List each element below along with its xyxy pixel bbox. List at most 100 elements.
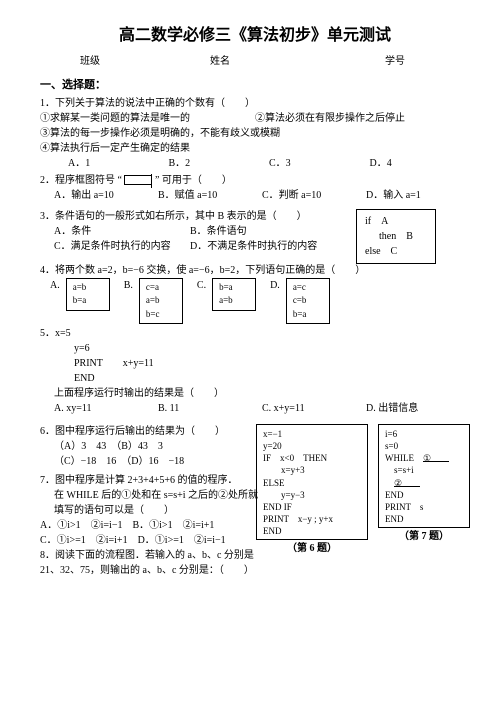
p6-l6: y=y−3 (263, 489, 361, 501)
q4-labelD: D. (270, 278, 280, 293)
question-4: 4．将两个数 a=2，b=−6 交换，使 a=−6，b=2，下列语句正确的是（ … (40, 263, 470, 325)
p7-l6: END (385, 489, 463, 501)
q4a-1: a=b (73, 281, 103, 295)
q4d-3: b=a (293, 308, 323, 322)
q3-optB: B．条件语句 (190, 224, 247, 239)
q7-mid1: 在 WHILE 后的①处和在 s=s+i 之后的②处所就 (40, 488, 260, 503)
sub-header: 班级 姓名 学号 (40, 54, 470, 69)
flowchart-symbol-box (124, 175, 152, 185)
q6-opts2: （C）−18 16 （D）16 −18 (40, 454, 260, 469)
p6-l5: ELSE (263, 477, 361, 489)
q4b-1: c=a (146, 281, 176, 295)
q4-boxD: a=c c=b b=a (286, 278, 330, 325)
prog7-caption: （第 7 题） (378, 529, 470, 544)
left-text-col: 6．图中程序运行后输出的结果为（ ） （A）3 43 （B）43 3 （C）−1… (40, 424, 260, 578)
q6-opts1: （A）3 43 （B）43 3 (40, 439, 260, 454)
q1-options: A．1 B．2 C．3 D．4 (40, 156, 470, 171)
q2-stem-a: 2．程序框图符号 “ (40, 175, 122, 186)
prog6-caption: （第 6 题） (256, 541, 368, 556)
p7-l3: WHILE ① (385, 452, 463, 464)
p6-l7: END IF (263, 501, 361, 513)
q4-boxB: c=a a=b b=c (139, 278, 183, 325)
label-number: 学号 (280, 54, 470, 69)
section-heading: 一、选择题： (40, 77, 470, 94)
q5-l2: y=6 (40, 341, 470, 356)
q4a-2: b=a (73, 294, 103, 308)
q1-item2: ②算法必须在有限步操作之后停止 (255, 111, 470, 126)
program-7-box: i=6 s=0 WHILE ① s=s+i ② END PRINT s END (378, 424, 470, 528)
q5-l3: PRINT x+y=11 (40, 356, 470, 371)
ifbox-l3: else C (365, 244, 427, 259)
q2-stem-b: ” 可用于（ ） (155, 175, 232, 186)
q4b-3: b=c (146, 308, 176, 322)
q7-stem: 7．图中程序是计算 2+3+4+5+6 的值的程序． (40, 473, 260, 488)
q4-labelC: C. (197, 278, 206, 293)
question-5: 5．x=5 y=6 PRINT x+y=11 END 上面程序运行时输出的结果是… (40, 326, 470, 416)
q3-optC: C．满足条件时执行的内容 (40, 239, 190, 254)
p6-l8: PRINT x−y ; y+x (263, 513, 361, 525)
q3-optA: A．条件 (40, 224, 190, 239)
q1-optD: D．4 (370, 156, 471, 171)
p7-l7: PRINT s (385, 501, 463, 513)
q8-l2: 21、32、75，则输出的 a、b、c 分别是：（ ） (40, 563, 260, 578)
q4-boxC: b=a a=b (212, 278, 256, 311)
blank-2: ② (394, 477, 420, 487)
p6-l2: y=20 (263, 440, 361, 452)
p6-l3: IF x<0 THEN (263, 452, 361, 464)
q5-l1: 5．x=5 (40, 326, 470, 341)
blank-1: ① (423, 452, 449, 462)
q5-optA: A. xy=11 (54, 401, 158, 416)
q2-optA: A．输出 a=10 (54, 188, 158, 203)
q4c-1: b=a (219, 281, 249, 295)
page-title: 高二数学必修三《算法初步》单元测试 (40, 24, 470, 48)
q1-item4: ④算法执行后一定产生确定的结果 (40, 141, 470, 156)
q4d-1: a=c (293, 281, 323, 295)
q4-labelB: B. (124, 278, 133, 293)
q3-optD: D．不满足条件时执行的内容 (190, 239, 317, 254)
question-3: if A then B else C 3．条件语句的一般形式如右所示，其中 B … (40, 209, 470, 257)
p6-l1: x=−1 (263, 428, 361, 440)
q5-ask: 上面程序运行时输出的结果是（ ） (40, 386, 470, 401)
q2-optD: D．输入 a=1 (366, 188, 470, 203)
p7-l2: s=0 (385, 440, 463, 452)
q4-stem: 4．将两个数 a=2，b=−6 交换，使 a=−6，b=2，下列语句正确的是（ … (40, 263, 470, 278)
q2-options: A．输出 a=10 B．赋值 a=10 C．判断 a=10 D．输入 a=1 (40, 188, 470, 203)
question-1: 1．下列关于算法的说法中正确的个数有（ ） ①求解某一类问题的算法是唯一的 ②算… (40, 96, 470, 171)
q4-boxA: a=b b=a (66, 278, 110, 311)
blank-1-label: ① (423, 453, 431, 463)
blank-2-label: ② (394, 478, 402, 488)
label-name: 姓名 (160, 54, 280, 69)
q1-optC: C．3 (269, 156, 370, 171)
q1-optB: B．2 (169, 156, 270, 171)
q1-stem: 1．下列关于算法的说法中正确的个数有（ ） (40, 96, 470, 111)
prog7-wrap: i=6 s=0 WHILE ① s=s+i ② END PRINT s END … (378, 424, 470, 556)
question-2: 2．程序框图符号 “ ” 可用于（ ） A．输出 a=10 B．赋值 a=10 … (40, 173, 470, 203)
q2-optB: B．赋值 a=10 (158, 188, 262, 203)
ifbox-l2: then B (365, 229, 427, 244)
p7-l1: i=6 (385, 428, 463, 440)
q5-options: A. xy=11 B. 11 C. x+y=11 D. 出错信息 (40, 401, 470, 416)
p7-l3-txt: WHILE (385, 453, 423, 463)
p6-l4: x=y+3 (263, 464, 361, 476)
ifbox-l1: if A (365, 214, 427, 229)
q4c-2: a=b (219, 294, 249, 308)
q5-optD: D. 出错信息 (366, 401, 470, 416)
label-class: 班级 (40, 54, 160, 69)
prog6-wrap: x=−1 y=20 IF x<0 THEN x=y+3 ELSE y=y−3 E… (256, 424, 368, 556)
p7-l4: s=s+i (385, 464, 463, 476)
q7-mid2: 填写的语句可以是（ ） (40, 503, 260, 518)
q1-item3: ③算法的每一步操作必须是明确的，不能有歧义或模糊 (40, 126, 470, 141)
q5-optB: B. 11 (158, 401, 262, 416)
p7-l5: ② (385, 477, 463, 489)
q1-item1: ①求解某一类问题的算法是唯一的 (40, 111, 255, 126)
q1-optA: A．1 (68, 156, 169, 171)
q5-optC: C. x+y=11 (262, 401, 366, 416)
q4b-2: a=b (146, 294, 176, 308)
p7-l8: END (385, 513, 463, 525)
q8-l1: 8．阅读下面的流程图．若输入的 a、b、c 分别是 (40, 548, 260, 563)
q7-opts1: A．①i>1 ②i=i−1 B．①i>1 ②i=i+1 (40, 518, 260, 533)
q2-optC: C．判断 a=10 (262, 188, 366, 203)
q6-7-8-region: x=−1 y=20 IF x<0 THEN x=y+3 ELSE y=y−3 E… (40, 424, 470, 578)
right-program-column: x=−1 y=20 IF x<0 THEN x=y+3 ELSE y=y−3 E… (256, 424, 470, 556)
p6-l9: END (263, 525, 361, 537)
